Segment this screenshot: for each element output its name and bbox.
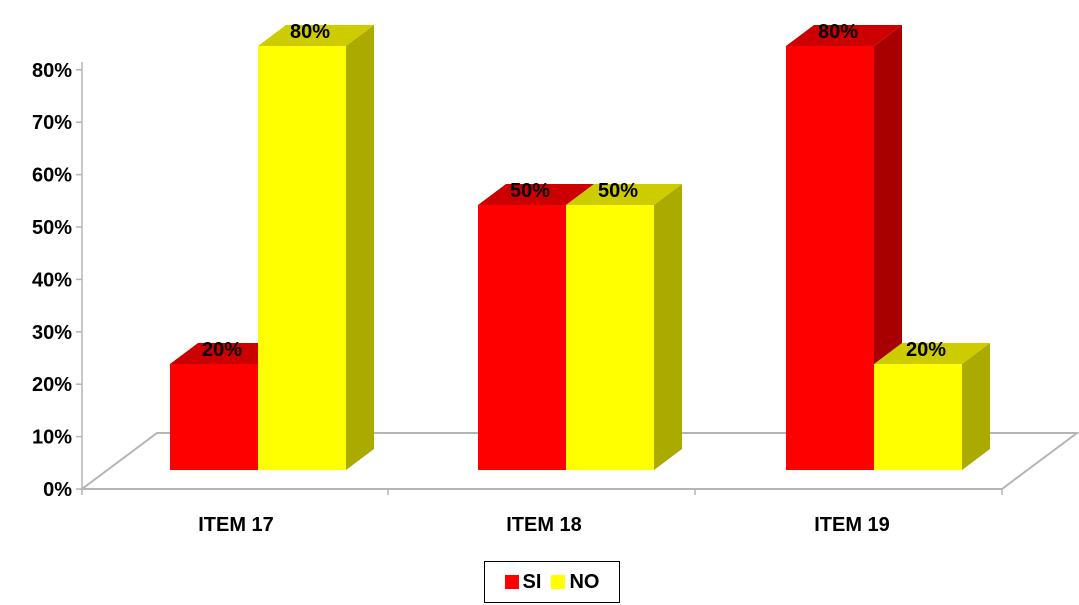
bar-front — [170, 364, 258, 470]
bar-top — [478, 184, 594, 205]
bar-no-2 — [566, 184, 682, 470]
y-tick-label: 70% — [32, 112, 72, 134]
x-tick-label: ITEM 19 — [814, 514, 890, 536]
bar-no-1 — [258, 25, 374, 470]
x-axis: ITEM 17 ITEM 18 ITEM 19 — [81, 489, 1003, 536]
data-label: 80% — [290, 21, 330, 43]
legend-swatch-no — [551, 575, 566, 589]
data-label: 50% — [598, 180, 638, 202]
bar-front — [566, 205, 654, 470]
bar-top — [170, 343, 286, 364]
bar-top — [874, 343, 990, 364]
legend-entry-no: NO — [551, 571, 599, 594]
bar-top — [258, 25, 374, 46]
bar-front — [478, 205, 566, 470]
y-tick-label: 50% — [32, 217, 72, 239]
legend: SI NO — [484, 561, 620, 603]
bar-front — [786, 46, 874, 470]
x-tick-label: ITEM 17 — [198, 514, 274, 536]
bar-top — [566, 184, 682, 205]
bar-front — [258, 46, 346, 470]
legend-label-no: NO — [569, 570, 600, 593]
bar-side — [346, 25, 374, 470]
data-labels: 20% 80% 50% 50% 80% 20% — [202, 21, 946, 361]
bar-side — [962, 343, 990, 470]
y-tick-label: 0% — [43, 479, 72, 501]
bar-no-3 — [874, 343, 990, 470]
bar-top — [786, 25, 902, 46]
bar-si-3 — [786, 25, 902, 470]
y-tick-label: 60% — [32, 165, 72, 187]
data-label: 80% — [818, 21, 858, 43]
data-label: 50% — [510, 180, 550, 202]
x-tick-label: ITEM 18 — [506, 514, 582, 536]
legend-entry-si: SI — [504, 570, 542, 594]
y-tick-label: 30% — [32, 322, 72, 344]
y-tick-label: 40% — [32, 269, 72, 291]
y-tick-label: 10% — [32, 427, 72, 449]
y-tick-label: 80% — [32, 60, 72, 82]
bars — [170, 25, 990, 470]
legend-swatch-si — [504, 575, 519, 589]
legend-label-si: SI — [522, 570, 542, 593]
bar-side — [654, 184, 682, 470]
data-label: 20% — [202, 339, 242, 361]
data-label: 20% — [906, 339, 946, 361]
bar-front — [874, 364, 962, 470]
y-tick-label: 20% — [32, 374, 72, 396]
y-axis: 0% 10% 20% 30% 40% 50% 60% 70% 80% — [32, 60, 83, 501]
